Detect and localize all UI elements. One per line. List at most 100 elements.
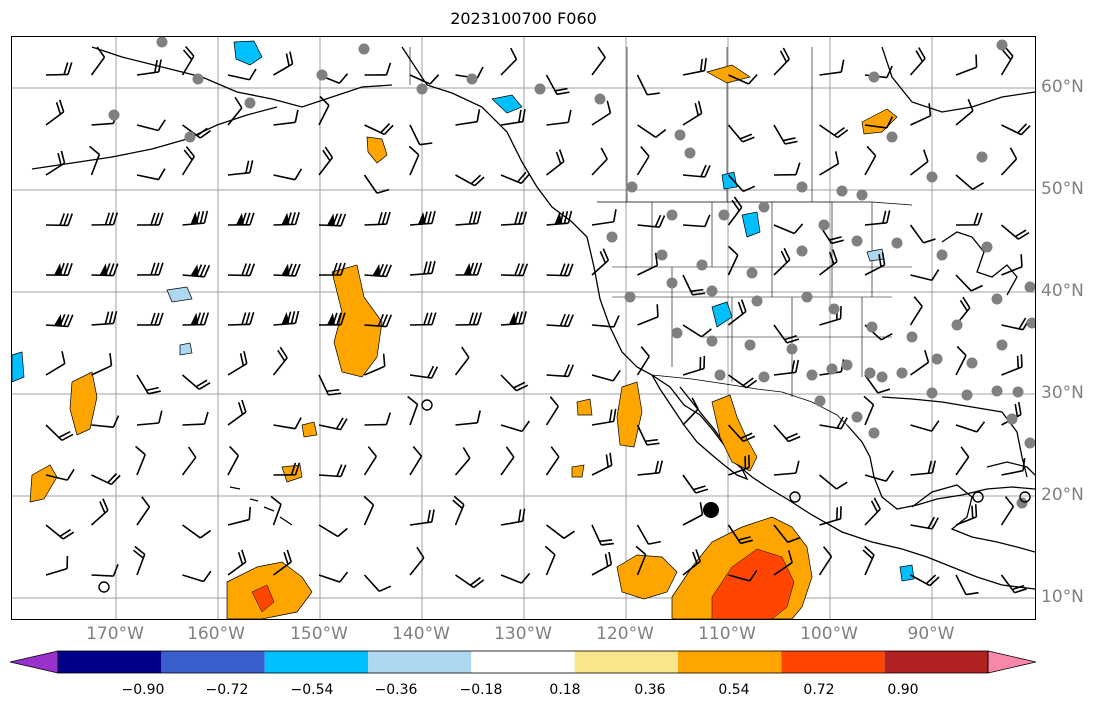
- wind-barb: [270, 495, 282, 526]
- wind-barb: [728, 299, 747, 326]
- wind-barb: [909, 296, 923, 326]
- alaska-coastline: [91, 46, 393, 108]
- wind-barb: [500, 311, 527, 326]
- station-dot: [926, 171, 938, 183]
- wind-barb: [273, 109, 299, 126]
- wind-barb: [773, 223, 804, 235]
- wind-barb: [864, 210, 891, 226]
- political-borders: [409, 47, 913, 426]
- wind-barb: [682, 324, 712, 338]
- hawaii-islands: [229, 486, 293, 526]
- wind-barb: [546, 109, 572, 126]
- station-dot: [961, 389, 973, 401]
- colorbar-segment: [884, 651, 988, 673]
- station-dot: [1006, 413, 1018, 425]
- station-dot: [826, 363, 838, 375]
- station-dot: [192, 73, 204, 85]
- wind-barb: [500, 171, 531, 185]
- wind-barb: [864, 252, 886, 276]
- station-dot: [876, 371, 888, 383]
- wind-barb: [910, 460, 937, 476]
- wind-barb: [863, 395, 875, 426]
- wind-barb: [682, 474, 709, 494]
- wind-barb: [500, 211, 528, 226]
- wind-barb: [728, 374, 758, 389]
- wind-barb: [1001, 317, 1031, 331]
- station-dot: [466, 73, 478, 85]
- wind-barb: [864, 497, 881, 526]
- wind-barb: [591, 315, 620, 328]
- calm-circle: [421, 399, 433, 411]
- wind-barb: [227, 445, 240, 476]
- wind-barb: [546, 210, 573, 226]
- station-dot: [991, 385, 1003, 397]
- wind-barb: [955, 446, 970, 476]
- shade-positive: [616, 554, 678, 600]
- wind-barb: [819, 416, 848, 430]
- calm-circle: [98, 581, 110, 593]
- map-panel: [11, 36, 1036, 620]
- wind-barb: [955, 574, 979, 596]
- wind-barb: [636, 524, 661, 545]
- wind-barb: [546, 263, 574, 277]
- wind-barb: [910, 574, 940, 587]
- wind-barb: [500, 47, 518, 76]
- colorbar-tick-label: −0.72: [205, 682, 249, 698]
- wind-barb: [90, 46, 106, 76]
- wind-barb: [591, 408, 617, 426]
- shade-positive: [366, 136, 388, 164]
- station-dot: [814, 395, 826, 407]
- wind-barb: [136, 374, 161, 395]
- wind-barb: [591, 248, 610, 276]
- station-dot: [896, 367, 908, 379]
- highlight-marker: [703, 502, 719, 518]
- wind-barb: [182, 570, 212, 583]
- colorbar-tick-label: 0.54: [718, 682, 750, 698]
- wind-barb: [727, 245, 739, 276]
- wind-barb: [773, 162, 801, 176]
- wind-barb: [136, 212, 164, 226]
- colorbar: [10, 650, 1036, 674]
- wind-barb: [363, 574, 392, 593]
- wind-barb: [91, 415, 120, 428]
- colorbar-tick-label: −0.54: [290, 682, 334, 698]
- map-canvas: [12, 37, 1035, 619]
- wind-barb: [636, 346, 650, 376]
- wind-barb: [773, 424, 801, 443]
- calm-circle: [789, 491, 801, 503]
- colorbar-segment: [161, 651, 265, 673]
- station-dot: [851, 235, 863, 247]
- wind-barb: [227, 506, 252, 526]
- wind-barb: [45, 555, 69, 576]
- wind-barb: [773, 124, 798, 145]
- wind-barb: [546, 149, 565, 176]
- lat-label: 60°N: [1041, 77, 1084, 97]
- wind-barb: [409, 509, 435, 526]
- wind-barb: [455, 210, 482, 226]
- wind-barb: [955, 212, 983, 226]
- hudson-bay-coast: [881, 46, 1035, 113]
- colorbar-segment: [471, 651, 575, 673]
- wind-barb: [273, 212, 300, 226]
- wind-barb: [318, 464, 347, 478]
- wind-barb: [637, 252, 659, 276]
- wind-barb: [273, 462, 301, 476]
- wind-barb: [452, 495, 465, 526]
- station-dot: [714, 369, 726, 381]
- lat-label: 20°N: [1041, 485, 1084, 505]
- wind-barb: [227, 160, 254, 176]
- wind-barb: [955, 504, 978, 526]
- colorbar-tick-label: 0.90: [887, 682, 919, 698]
- colorbar-extend-low: [10, 650, 59, 674]
- baja-california: [651, 374, 749, 481]
- wind-barb: [227, 549, 247, 576]
- wind-barb: [728, 454, 750, 476]
- shade-positive: [711, 394, 758, 472]
- wind-barb: [227, 399, 247, 426]
- colorbar-segment: [58, 651, 162, 673]
- wind-barb: [455, 262, 483, 276]
- wind-barb: [181, 446, 197, 476]
- colorbar-segment: [264, 651, 368, 673]
- wind-barb: [45, 262, 73, 276]
- shade-negative: [233, 40, 263, 66]
